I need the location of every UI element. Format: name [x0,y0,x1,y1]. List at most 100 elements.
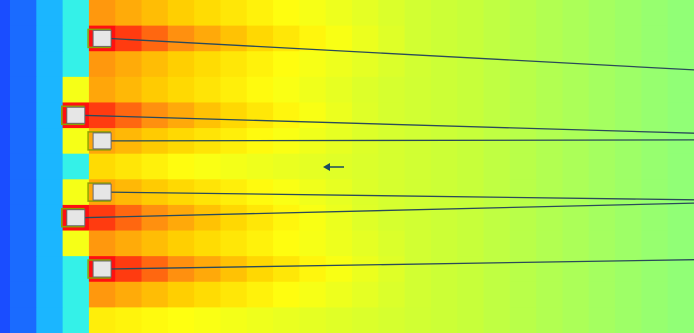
heatmap-cell [194,307,222,333]
heatmap-cell [457,128,485,155]
heatmap-cell [536,0,564,27]
heatmap-cell [62,256,90,283]
heatmap-cell [62,76,90,104]
heatmap-cell [273,256,300,283]
heatmap-cell [641,51,669,78]
heatmap-cell [273,281,300,308]
heatmap-cell [325,25,353,52]
beam-line [108,37,694,71]
heatmap-cell [36,204,64,232]
heatmap-cell [430,230,458,257]
heatmap-cell [10,307,37,333]
heatmap-cell [10,281,37,308]
heatmap-cell [220,51,248,78]
heatmap-cell [536,307,564,333]
heatmap-cell [246,102,274,129]
heatmap-cell [62,179,90,206]
heatmap-cell [536,153,564,180]
heatmap-cell [430,256,458,283]
heatmap-cell [588,281,616,308]
heatmap-cell [273,179,300,206]
heatmap-cell [562,281,590,308]
heatmap-cell [483,0,511,27]
emitter-icon [87,182,112,202]
heatmap-cell [667,179,694,206]
heatmap-cell [457,307,485,333]
heatmap-cell [246,0,274,27]
heatmap-cell [509,281,537,308]
heatmap-cell [509,230,537,257]
heatmap-cell [88,76,116,104]
heatmap-cell [378,281,406,308]
heatmap-cell [10,0,37,27]
heatmap-cell [62,281,90,308]
heatmap-cell [562,153,590,180]
heatmap-cell [194,281,222,308]
emitter-icon [87,131,112,151]
heatmap-cell [299,179,327,206]
heatmap-cell [588,307,616,333]
heatmap-cell [457,51,485,78]
beam-line [108,191,694,201]
heatmap-cell [194,51,222,78]
heatmap-cell [352,179,379,206]
heatmap-cell [299,281,327,308]
heatmap-cell [325,0,353,27]
heatmap-cell [352,256,379,283]
heatmap-cell [62,230,90,257]
heatmap-cell [404,281,432,308]
heatmap-cell [62,25,90,52]
heatmap-cell [404,230,432,257]
heatmap-cell [536,179,564,206]
heatmap-cell [141,76,169,104]
heatmap-cell [588,102,616,129]
heatmap-cell [352,25,379,52]
heatmap-cell [246,179,274,206]
heatmap-cell [615,281,642,308]
heatmap-cell [378,0,406,27]
heatmap-cell [325,76,353,104]
heatmap-cell [36,281,64,308]
direction-arrow-icon [323,163,344,171]
heatmap-cell [483,256,511,283]
heatmap-cell [430,25,458,52]
heatmap-cell [641,153,669,180]
heatmap-cell [378,179,406,206]
heatmap-cell [457,76,485,104]
heatmap-cell [378,256,406,283]
heatmap-cell [194,204,222,232]
heatmap-cell [509,307,537,333]
heatmap-cell [36,128,64,155]
heatmap-cell [325,256,353,283]
heatmap-cell [141,0,169,27]
heatmap-cell [457,204,485,232]
heatmap-cell [483,25,511,52]
beam-lines [81,37,694,270]
heatmap-cell [167,51,195,78]
heatmap-cell [352,307,379,333]
heatmap-cell [246,230,274,257]
heatmap-cell [615,307,642,333]
heatmap-cell [167,76,195,104]
heatmap-cell [562,25,590,52]
heatmap-cell [509,25,537,52]
heatmap-cell [325,281,353,308]
heatmap-cell [641,281,669,308]
heatmap-cell [167,281,195,308]
heatmap-cell [404,25,432,52]
heatmap-cell [10,51,37,78]
heatmap-cell [352,153,379,180]
heatmap-cell [483,281,511,308]
heatmap-cell [378,128,406,155]
heatmap-cell [10,25,37,52]
heatmap-cell [378,307,406,333]
heatmap-cell [667,281,694,308]
heatmap-cell [115,51,143,78]
heatmap-cell [115,307,143,333]
heatmap-cell [483,179,511,206]
heatmap-cell [325,204,353,232]
heatmap-cell [273,153,300,180]
beam-line [81,114,694,134]
beam-line [81,202,694,219]
heatmap-cell [141,102,169,129]
